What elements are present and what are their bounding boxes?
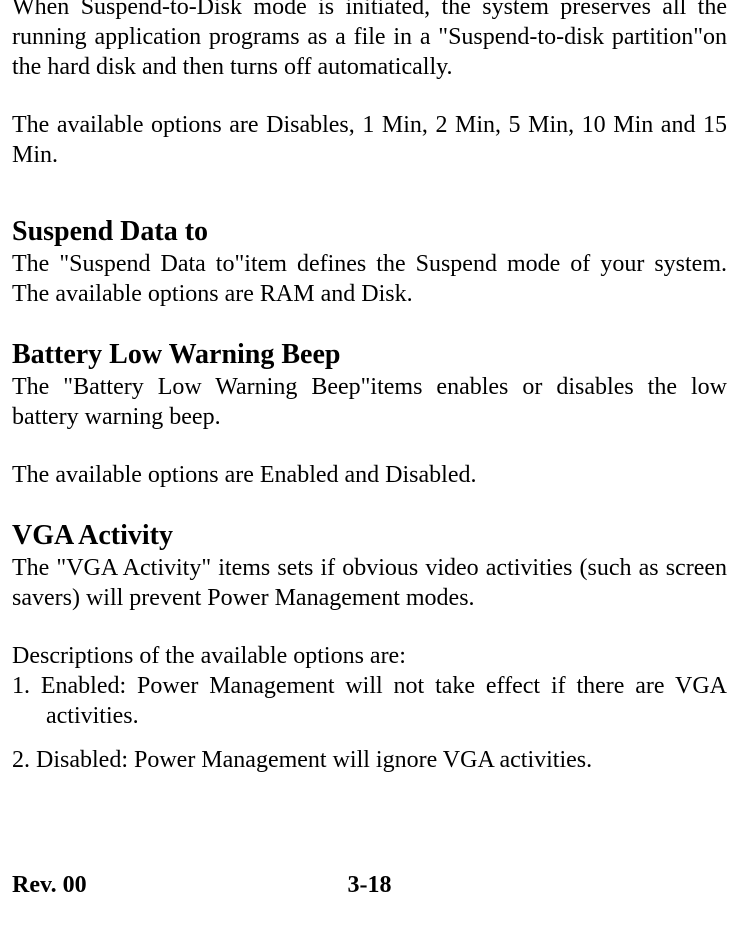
heading-battery-low: Battery Low Warning Beep xyxy=(12,337,727,372)
page: When Suspend-to-Disk mode is initiated, … xyxy=(0,0,739,922)
intro-paragraph-1: When Suspend-to-Disk mode is initiated, … xyxy=(12,0,727,82)
spacer xyxy=(12,309,727,337)
spacer xyxy=(12,613,727,641)
spacer xyxy=(12,82,727,110)
footer-page-number: 3-18 xyxy=(12,870,727,900)
heading-vga-activity: VGA Activity xyxy=(12,518,727,553)
vga-option-2: 2. Disabled: Power Management will ignor… xyxy=(12,745,727,775)
suspend-data-to-paragraph: The "Suspend Data to"item defines the Su… xyxy=(12,249,727,309)
vga-option-1: 1. Enabled: Power Management will not ta… xyxy=(12,671,727,731)
spacer xyxy=(12,490,727,518)
vga-activity-paragraph: The "VGA Activity" items sets if obvious… xyxy=(12,553,727,613)
heading-suspend-data-to: Suspend Data to xyxy=(12,214,727,249)
battery-low-paragraph-1: The "Battery Low Warning Beep"items enab… xyxy=(12,372,727,432)
intro-paragraph-2: The available options are Disables, 1 Mi… xyxy=(12,110,727,170)
vga-activity-desc: Descriptions of the available options ar… xyxy=(12,641,727,671)
spacer xyxy=(12,432,727,460)
battery-low-paragraph-2: The available options are Enabled and Di… xyxy=(12,460,727,490)
spacer xyxy=(12,170,727,214)
